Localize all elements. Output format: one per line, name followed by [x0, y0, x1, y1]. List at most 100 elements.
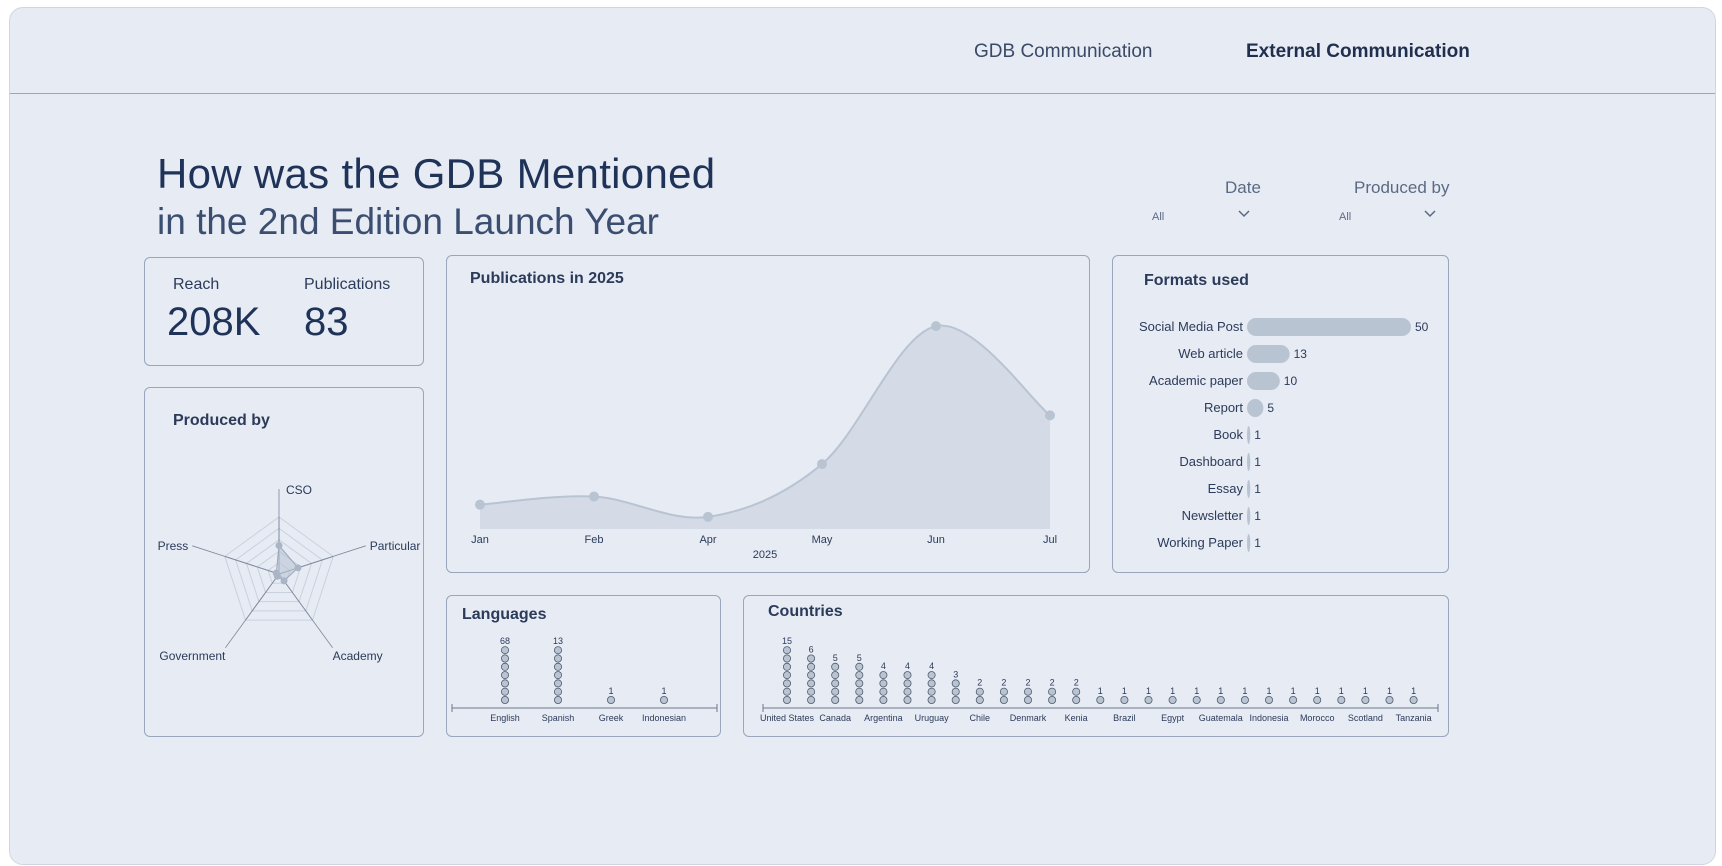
dot-mark: [501, 696, 510, 705]
dashboard-frame: GDB Communication External Communication…: [9, 7, 1716, 865]
tab-external-communication[interactable]: External Communication: [1246, 41, 1470, 62]
dot-mark: [927, 679, 936, 688]
dot-category-label: Egypt: [1161, 713, 1185, 723]
publications-area-chart: Jan Feb Apr May Jun Jul 2025: [471, 321, 1057, 561]
dot-mark: [783, 654, 792, 663]
area-point: [475, 499, 485, 510]
dot-value-label: 5: [857, 653, 862, 663]
dot-mark: [879, 679, 888, 688]
dot-mark: [903, 679, 912, 688]
dot-category-label: Canada: [819, 713, 851, 723]
formats-card: Formats used Social Media Post 50 Web arti…: [1112, 255, 1449, 573]
dot-mark: [1096, 696, 1105, 705]
dot-category-label: Guatemala: [1199, 713, 1243, 723]
dot-mark: [554, 687, 563, 696]
dot-mark: [501, 654, 510, 663]
dot-value-label: 2: [1001, 678, 1006, 688]
bar-category-label: Dashboard: [1179, 454, 1243, 469]
dot-mark: [1168, 696, 1177, 705]
date-filter-label: Date: [1225, 178, 1261, 197]
dot-mark: [1361, 696, 1370, 705]
dot-value-label: 1: [1315, 686, 1320, 696]
dot-mark: [783, 679, 792, 688]
dot-mark: [501, 679, 510, 688]
radar-leader-line: [225, 619, 246, 649]
dot-mark: [951, 687, 960, 696]
dot-mark: [1048, 687, 1057, 696]
dot-mark: [999, 696, 1008, 705]
produced-by-filter-value[interactable]: All: [1339, 211, 1352, 223]
dot-value-label: 1: [1194, 686, 1199, 696]
dot-mark: [807, 679, 816, 688]
dot-mark: [855, 696, 864, 705]
dot-value-label: 68: [500, 636, 510, 646]
dot-mark: [554, 646, 563, 655]
dot-mark: [1023, 687, 1032, 696]
area-point: [817, 459, 827, 470]
tab-gdb-communication[interactable]: GDB Communication: [974, 41, 1153, 62]
area-point: [931, 321, 941, 332]
dot-mark: [999, 687, 1008, 696]
bar-value-label: 50: [1415, 320, 1429, 334]
chevron-down-icon[interactable]: [1237, 209, 1251, 219]
dot-value-label: 1: [1266, 686, 1271, 696]
dot-mark: [807, 671, 816, 680]
publications-card: Publications in 2025 Jan Feb Apr May Jun Jul 2…: [446, 255, 1090, 573]
dot-value-label: 2: [1025, 678, 1030, 688]
dot-value-label: 1: [1146, 686, 1151, 696]
reach-label: Reach: [173, 276, 220, 293]
bar: [1247, 534, 1251, 552]
languages-chart-title: Languages: [462, 606, 547, 623]
dot-mark: [879, 696, 888, 705]
dot-mark: [807, 654, 816, 663]
dot-mark: [879, 687, 888, 696]
languages-card: Languages 68 English 13 Spanish 1 Greek 1 Indon…: [446, 595, 721, 737]
bar-category-label: Working Paper: [1157, 535, 1243, 550]
bar-value-label: 10: [1284, 374, 1298, 388]
dot-category-label: Indonesia: [1249, 713, 1288, 723]
dot-mark: [554, 671, 563, 680]
dot-mark: [807, 662, 816, 671]
dot-mark: [501, 646, 510, 655]
dot-mark: [554, 654, 563, 663]
produced-by-title: Produced by: [173, 412, 270, 429]
dot-value-label: 1: [1339, 686, 1344, 696]
dot-mark: [855, 679, 864, 688]
dot-mark: [975, 696, 984, 705]
reach-value: 208K: [167, 300, 261, 344]
languages-dot-chart: 68 English 13 Spanish 1 Greek 1 Indonesian: [451, 636, 718, 723]
dot-mark: [1023, 696, 1032, 705]
dot-mark: [903, 671, 912, 680]
produced-by-radar-chart: CSO Particular Academy Government Press: [158, 483, 421, 663]
radar-axis: [224, 555, 280, 575]
area-point: [703, 511, 713, 522]
radar-axis: [245, 573, 280, 621]
dot-mark: [1409, 696, 1418, 705]
chevron-down-icon[interactable]: [1423, 209, 1437, 219]
dot-mark: [927, 687, 936, 696]
dot-mark: [783, 662, 792, 671]
dot-value-label: 1: [1363, 686, 1368, 696]
dot-value-label: 1: [1242, 686, 1247, 696]
radar-point: [275, 542, 283, 549]
dot-mark: [783, 687, 792, 696]
dot-value-label: 1: [1098, 686, 1103, 696]
dot-value-label: 4: [929, 661, 934, 671]
dot-value-label: 4: [881, 661, 886, 671]
kpi-card: Reach 208K Publications 83: [144, 257, 424, 366]
radar-axis-label: CSO: [286, 483, 312, 497]
dot-category-label: Argentina: [864, 713, 903, 723]
dot-value-label: 1: [1170, 686, 1175, 696]
dot-mark: [501, 687, 510, 696]
radar-axis-label: Press: [158, 539, 189, 553]
bar-value-label: 1: [1254, 482, 1261, 496]
radar-axis-label: Academy: [333, 649, 383, 663]
dot-category-label: Greek: [599, 713, 624, 723]
date-filter-value[interactable]: All: [1152, 211, 1165, 223]
dot-mark: [831, 687, 840, 696]
x-tick-label: Jun: [927, 534, 945, 546]
dot-mark: [831, 662, 840, 671]
dot-mark: [783, 671, 792, 680]
dot-value-label: 2: [977, 678, 982, 688]
dot-mark: [1289, 696, 1298, 705]
